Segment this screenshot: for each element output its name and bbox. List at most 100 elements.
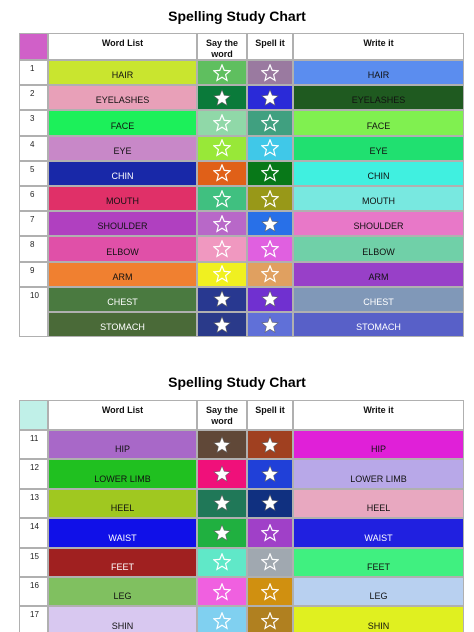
spell-cell [247,236,293,262]
word-cell: MOUTH [48,186,197,212]
column-header: Say the word [197,33,247,60]
word-cell: ELBOW [48,236,197,262]
word-cell: EYELASHES [48,85,197,111]
write-cell: ARM [293,261,464,287]
spell-cell [247,261,293,287]
say-cell [197,518,247,548]
star-icon [213,139,231,157]
row-number: 4 [19,135,48,161]
star-icon [261,494,279,512]
corner-cell [19,400,48,430]
star-icon [261,113,279,132]
word-cell: WAIST [48,518,197,548]
star-icon [213,189,231,208]
row-number: 13 [19,488,48,519]
row-number: 8 [19,236,48,262]
word-cell: HEEL [48,488,197,519]
row-number: 14 [19,518,48,548]
say-cell [197,186,247,212]
star-icon [213,265,231,283]
star-icon [261,265,279,283]
say-cell [197,606,247,632]
say-cell [197,459,247,489]
write-cell: FACE [293,110,464,136]
spell-cell [247,488,293,519]
star-icon [261,63,279,82]
write-cell: LOWER LIMB [293,459,464,489]
say-cell [197,286,247,312]
say-cell [197,85,247,111]
word-cell: HAIR [48,60,197,86]
say-cell [197,110,247,136]
row-number: 3 [19,110,48,136]
row-number: 16 [19,577,48,607]
star-icon [261,139,279,157]
star-icon [213,63,231,82]
write-cell: WAIST [293,518,464,548]
star-icon [261,214,279,232]
write-cell: HIP [293,430,464,460]
star-icon [213,524,231,541]
row-number: 10 [19,286,48,338]
row-number: 12 [19,459,48,489]
say-cell [197,261,247,287]
corner-cell [19,33,48,60]
write-cell: SHIN [293,606,464,632]
spell-cell [247,186,293,212]
column-header: Write it [293,33,464,60]
word-cell: SHOULDER [48,211,197,237]
write-cell: ELBOW [293,236,464,262]
word-cell: FACE [48,110,197,136]
spell-cell [247,430,293,460]
word-cell: ARM [48,261,197,287]
star-icon [261,290,279,308]
say-cell [197,488,247,519]
star-icon [261,189,279,208]
star-icon [213,113,231,132]
row-number: 9 [19,261,48,287]
write-cell: HEEL [293,488,464,519]
row-number: 5 [19,160,48,186]
word-cell: LOWER LIMB [48,459,197,489]
spell-cell [247,547,293,577]
write-cell: FEET [293,547,464,577]
column-header: Write it [293,400,464,430]
word-cell: SHIN [48,606,197,632]
row-number: 11 [19,430,48,460]
star-icon [213,239,231,258]
star-icon [213,290,231,308]
star-icon [213,465,231,483]
spell-cell [247,110,293,136]
say-cell [197,160,247,186]
word-cell: FEET [48,547,197,577]
spell-cell [247,286,293,312]
column-header: Say the word [197,400,247,430]
spell-cell [247,60,293,86]
write-cell: CHEST [293,286,464,312]
say-cell [197,236,247,262]
word-cell: CHIN [48,160,197,186]
star-icon [261,553,279,571]
say-cell [197,312,247,338]
write-cell: SHOULDER [293,211,464,237]
word-cell: STOMACH [48,312,197,338]
star-icon [261,612,279,630]
star-icon [261,315,279,333]
star-icon [213,214,231,233]
table-title: Spelling Study Chart [168,8,306,24]
star-icon [261,435,279,453]
spell-cell [247,312,293,338]
column-header: Word List [48,400,197,430]
star-icon [261,164,279,183]
say-cell [197,60,247,86]
spell-cell [247,518,293,548]
row-number: 2 [19,85,48,111]
star-icon [213,435,231,453]
star-icon [261,465,279,483]
star-icon [213,164,231,183]
column-header: Word List [48,33,197,60]
row-number: 1 [19,60,48,86]
star-icon [261,88,279,106]
row-number: 17 [19,606,48,632]
spell-cell [247,577,293,607]
